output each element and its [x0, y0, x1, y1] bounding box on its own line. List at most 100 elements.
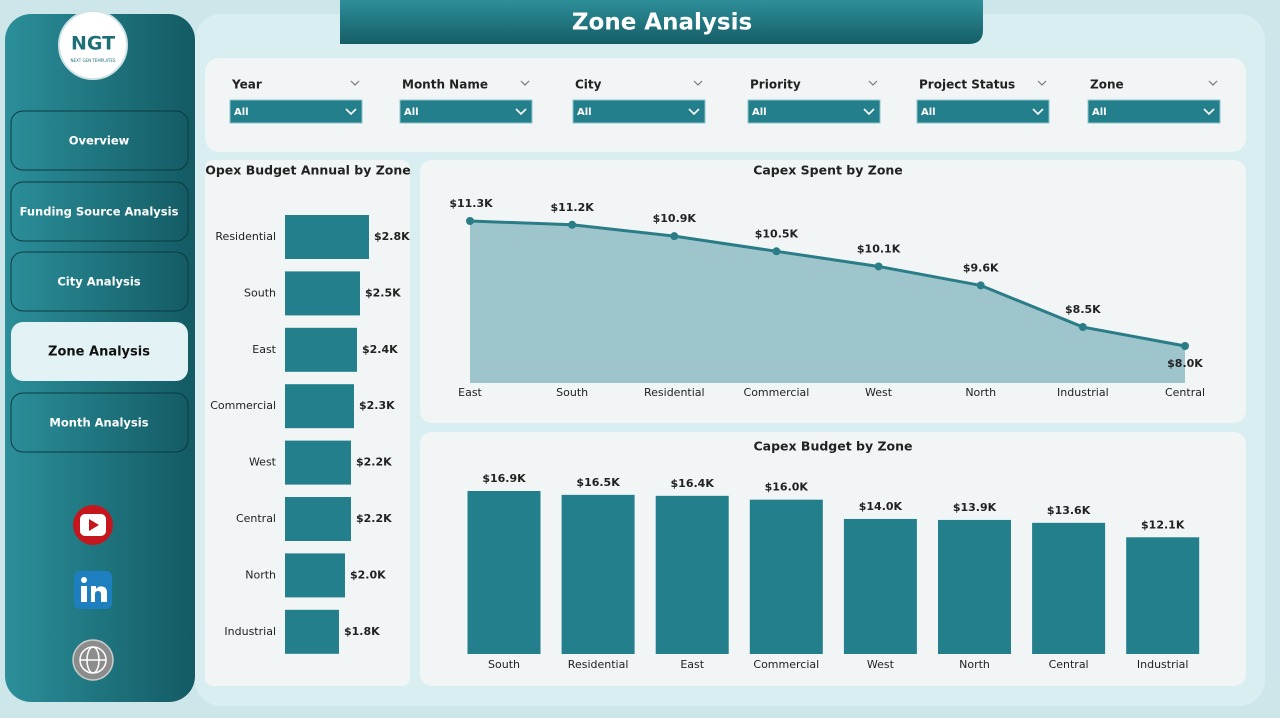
data-label: $13.6K	[1047, 504, 1091, 517]
youtube-icon[interactable]	[73, 505, 113, 545]
x-tick-label: West	[867, 658, 895, 671]
filter-value: All	[921, 107, 936, 118]
data-label: $2.0K	[350, 568, 386, 581]
nav-label: Month Analysis	[49, 416, 148, 430]
area	[470, 221, 1185, 383]
nav-button[interactable]	[10, 110, 189, 171]
linkedin-icon[interactable]	[74, 571, 112, 609]
data-label: $16.4K	[671, 477, 715, 490]
filter-chevron	[350, 80, 360, 86]
bar	[285, 553, 345, 598]
point	[874, 262, 883, 271]
filter-chevron	[693, 80, 703, 86]
data-label: $10.9K	[653, 212, 697, 225]
x-tick-label: North	[965, 386, 996, 399]
x-tick-label: Industrial	[1057, 386, 1109, 399]
nav-label: Zone Analysis	[48, 345, 150, 360]
point	[1078, 323, 1087, 332]
dropdown-chevron	[688, 108, 700, 116]
x-tick-label: Central	[1049, 658, 1089, 671]
filter-label: Priority	[750, 78, 801, 92]
logo-text: NGT	[71, 33, 115, 55]
data-label: $11.2K	[550, 201, 594, 214]
x-tick-label: South	[488, 658, 520, 671]
data-label: $12.1K	[1141, 518, 1185, 531]
filter-chevron	[1037, 80, 1047, 86]
point	[1181, 342, 1189, 350]
y-tick-label: East	[252, 343, 276, 356]
dropdown-chevron	[345, 108, 357, 116]
point	[670, 232, 679, 241]
x-tick-label: North	[959, 658, 990, 671]
bar	[561, 494, 635, 654]
data-label: $16.9K	[482, 472, 526, 485]
y-tick-label: Commercial	[210, 399, 276, 412]
dropdown-chevron	[1032, 108, 1044, 116]
filter-chevron	[868, 80, 878, 86]
filter-dropdown[interactable]	[747, 99, 881, 124]
nav-label: Funding Source Analysis	[20, 205, 179, 219]
y-tick-label: South	[244, 286, 276, 299]
capex-budget-panel	[420, 432, 1246, 686]
dropdown-chevron	[515, 108, 527, 116]
data-label: $2.2K	[356, 512, 392, 525]
x-tick-label: Central	[1165, 386, 1205, 399]
filter-dropdown[interactable]	[572, 99, 706, 124]
filter-value: All	[577, 107, 592, 118]
nav-label: Overview	[69, 134, 130, 148]
y-tick-label: Central	[236, 512, 276, 525]
y-tick-label: Residential	[215, 230, 276, 243]
bar	[285, 327, 357, 372]
dropdown-chevron	[863, 108, 875, 116]
data-label: $8.0K	[1167, 357, 1203, 370]
data-label: $16.5K	[576, 476, 620, 489]
bar	[467, 491, 541, 654]
point	[772, 247, 781, 256]
bar	[285, 384, 354, 429]
filter-label: Project Status	[919, 78, 1015, 92]
bar	[843, 518, 917, 654]
y-tick-label: West	[249, 456, 277, 469]
website-icon[interactable]	[72, 639, 114, 681]
filter-value: All	[1092, 107, 1107, 118]
nav-button[interactable]	[11, 322, 188, 381]
filter-chevron	[1208, 80, 1218, 86]
bar	[285, 215, 369, 259]
data-label: $14.0K	[859, 500, 903, 513]
filter-dropdown[interactable]	[916, 99, 1050, 124]
point	[976, 281, 985, 290]
nav-label: City Analysis	[57, 275, 140, 289]
filter-dropdown[interactable]	[1087, 99, 1221, 124]
bar	[1032, 522, 1106, 654]
nav-button[interactable]	[10, 251, 189, 312]
bar	[285, 609, 339, 654]
nav-button[interactable]	[10, 392, 189, 453]
bar	[749, 499, 823, 654]
data-label: $1.8K	[344, 625, 380, 638]
line	[469, 219, 1186, 348]
filter-dropdown[interactable]	[399, 99, 533, 124]
data-label: $13.9K	[953, 501, 997, 514]
data-label: $2.3K	[359, 399, 395, 412]
x-tick-label: Residential	[568, 658, 629, 671]
bar	[655, 495, 729, 654]
filter-label: Month Name	[402, 78, 488, 92]
x-tick-label: Commercial	[753, 658, 819, 671]
data-label: $11.3K	[449, 197, 493, 210]
x-tick-label: Industrial	[1137, 658, 1189, 671]
filter-dropdown[interactable]	[229, 99, 363, 124]
chart-title: Capex Spent by Zone	[753, 163, 903, 178]
data-label: $10.5K	[755, 227, 799, 240]
data-label: $8.5K	[1065, 303, 1101, 316]
bar	[285, 440, 351, 485]
bar	[285, 271, 360, 316]
x-tick-label: East	[458, 386, 482, 399]
bar	[285, 497, 351, 541]
data-label: $2.5K	[365, 286, 401, 299]
nav-button[interactable]	[10, 181, 189, 242]
data-label: $10.1K	[857, 242, 901, 255]
filter-value: All	[234, 107, 249, 118]
point	[466, 217, 474, 225]
